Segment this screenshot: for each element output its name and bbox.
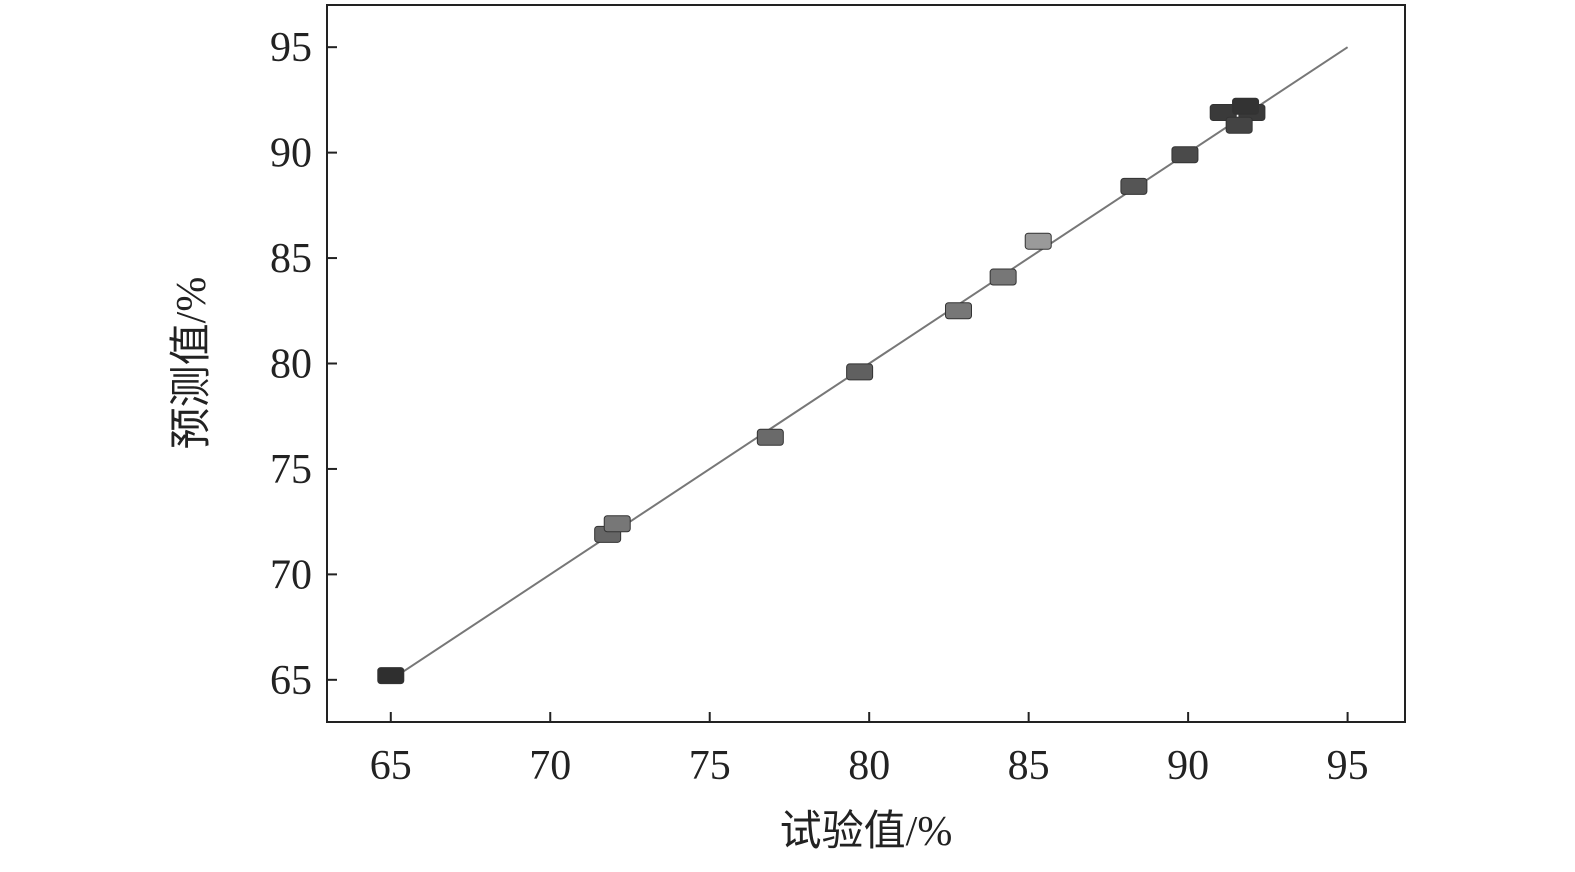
x-axis-label: 试验值/%: [780, 808, 953, 855]
y-tick-label: 85: [270, 236, 312, 282]
x-tick-label: 95: [1327, 743, 1369, 789]
y-tick-label: 90: [270, 131, 312, 177]
x-tick-label: 80: [848, 743, 890, 789]
x-tick-label: 65: [370, 743, 412, 789]
y-axis-label: 预测值/%: [169, 277, 215, 450]
y-tick-label: 80: [270, 342, 312, 388]
y-tick-label: 65: [270, 658, 312, 704]
data-point: [1024, 232, 1052, 250]
y-tick-label: 75: [270, 447, 312, 493]
data-point: [846, 363, 874, 381]
y-tick-label: 70: [270, 552, 312, 598]
data-point: [1232, 97, 1260, 115]
data-point: [756, 428, 784, 446]
data-point: [989, 268, 1017, 286]
x-tick-label: 70: [529, 743, 571, 789]
x-tick-label: 90: [1167, 743, 1209, 789]
data-point: [1225, 116, 1253, 134]
x-tick-label: 75: [689, 743, 731, 789]
data-point: [1120, 177, 1148, 195]
data-point: [1171, 146, 1199, 164]
data-point: [944, 302, 972, 320]
x-tick-label: 85: [1008, 743, 1050, 789]
y-tick-label: 95: [270, 25, 312, 71]
data-point: [603, 515, 631, 533]
data-point: [377, 667, 405, 685]
